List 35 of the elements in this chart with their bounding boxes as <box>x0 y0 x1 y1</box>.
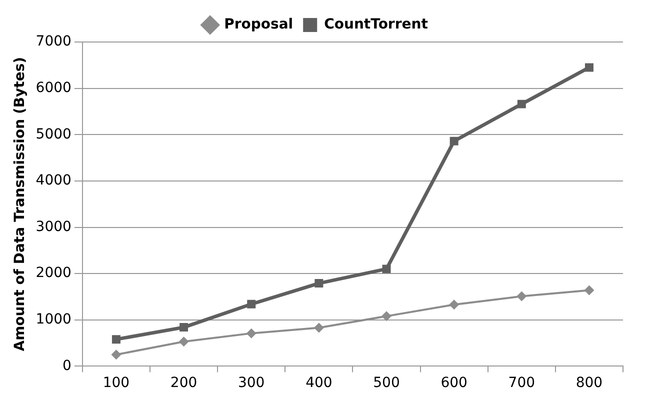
point <box>112 335 120 344</box>
point <box>314 279 324 288</box>
point <box>584 63 594 72</box>
x-tick-label: 600 <box>440 375 468 392</box>
point <box>180 323 188 332</box>
point <box>314 322 324 333</box>
point <box>382 264 391 274</box>
point <box>584 285 594 296</box>
point <box>516 291 527 302</box>
y-tick-label: 1000 <box>36 312 72 328</box>
y-tick-label: 7000 <box>36 34 72 50</box>
x-tick-label: 800 <box>576 375 603 392</box>
y-tick-label: 0 <box>62 358 72 374</box>
y-tick-label: 5000 <box>36 126 72 142</box>
point <box>382 311 392 322</box>
y-axis-title: Amount of Data Transmission (Bytes) <box>12 56 28 352</box>
legend-label: Proposal <box>224 16 294 33</box>
point <box>449 300 460 310</box>
x-tick-label: 700 <box>508 375 536 392</box>
point <box>178 336 189 347</box>
y-tick-label: 3000 <box>36 218 72 235</box>
y-tick-label: 6000 <box>36 80 72 96</box>
point <box>517 100 526 108</box>
x-tick-label: 200 <box>170 375 198 392</box>
y-tick-label: 2000 <box>36 265 72 282</box>
x-tick-label: 400 <box>306 375 332 392</box>
y-tick-label: 4000 <box>36 172 72 189</box>
x-tick-label: 300 <box>238 375 265 392</box>
point <box>246 328 256 338</box>
point <box>247 300 256 308</box>
x-tick-label: 500 <box>373 375 400 392</box>
legend-label: CountTorrent <box>324 16 428 33</box>
x-tick-label: 100 <box>102 375 130 392</box>
point <box>450 136 458 146</box>
point <box>111 350 122 360</box>
